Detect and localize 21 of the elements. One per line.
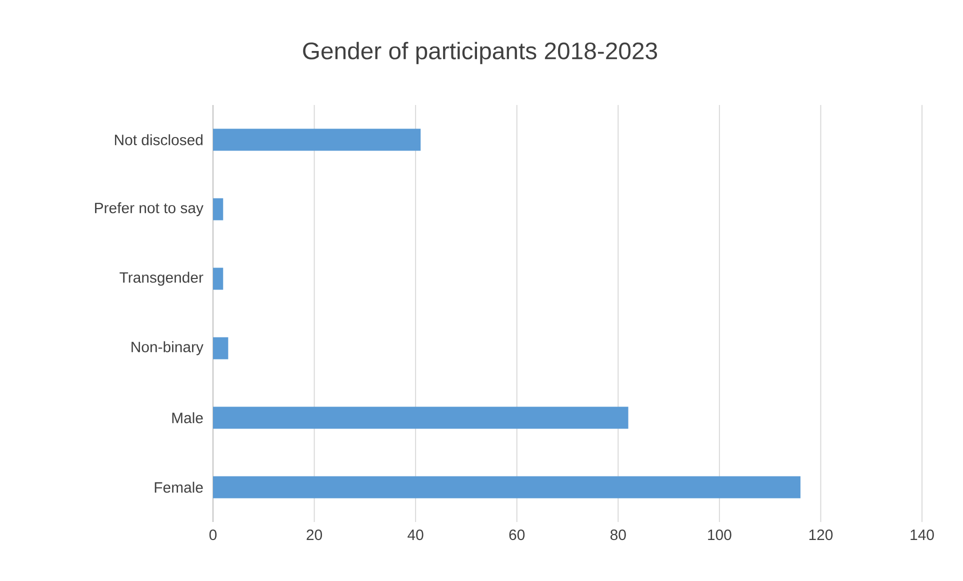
x-tick-label: 140 [910, 530, 934, 540]
bar [213, 198, 224, 220]
x-tick-label: 120 [809, 530, 833, 540]
chart-title: Gender of participants 2018-2023 [303, 42, 658, 64]
bar [213, 128, 421, 151]
x-tick-label: 40 [408, 530, 424, 540]
bar [213, 476, 800, 498]
x-tick-label: 60 [509, 530, 525, 540]
y-tick-label: Male [172, 412, 203, 424]
x-tick-label: 80 [610, 530, 626, 540]
bar [213, 337, 228, 360]
x-tick-label: 0 [209, 530, 217, 540]
x-tick-label: 20 [306, 530, 322, 540]
y-tick-label: Not disclosed [114, 134, 202, 146]
bar [213, 406, 628, 429]
x-tick-label: 100 [708, 530, 732, 540]
y-tick-label: Female [154, 482, 203, 493]
y-tick-label: Non-binary [132, 341, 204, 356]
y-tick-label: Prefer not to say [95, 202, 204, 216]
y-tick-label: Transgender [120, 272, 204, 286]
bar [213, 268, 224, 290]
